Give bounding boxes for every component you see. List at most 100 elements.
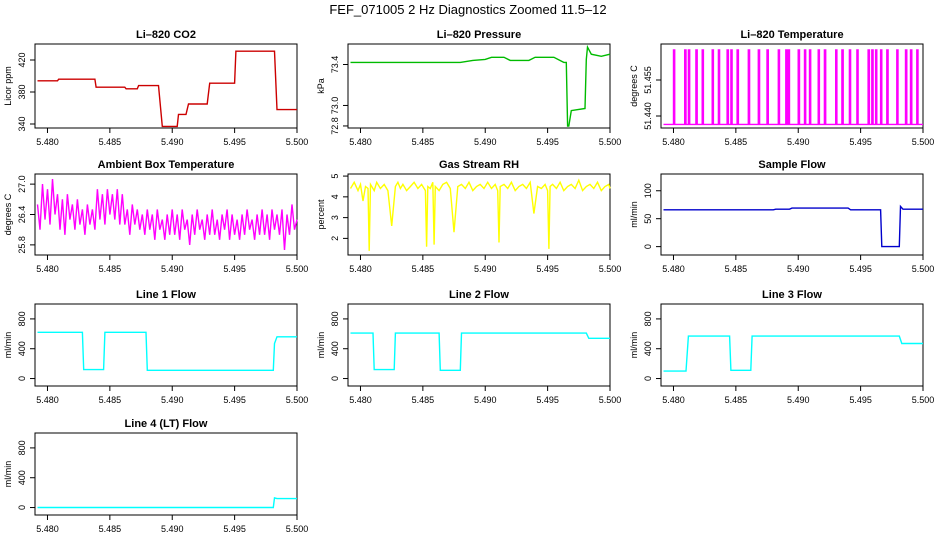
x-tick-label: 5.480 — [662, 137, 685, 147]
chart-panel-10: Line 4 (LT) Flow ml/min 5.480 5.485 5.490 5.4… — [3, 418, 308, 534]
x-tick-label: 5.490 — [161, 395, 184, 405]
x-tick-label: 5.485 — [99, 264, 122, 274]
x-tick-label: 5.480 — [36, 395, 59, 405]
x-tick-label: 5.495 — [849, 264, 872, 274]
chart-panel-2: Li–820 Pressure kPa 5.480 5.485 5.490 5.495 5.… — [316, 29, 621, 147]
chart-panel-6: Sample Flow ml/min 5.480 5.485 5.490 5.495 5.5… — [629, 159, 934, 274]
x-tick-label: 5.480 — [349, 137, 372, 147]
plot-frame — [660, 173, 924, 256]
y-tick-label: 400 — [17, 470, 27, 485]
chart-panel-8: Line 2 Flow ml/min 5.480 5.485 5.490 5.495 5.5… — [316, 289, 621, 405]
y-tick-label: 0 — [643, 244, 653, 249]
x-tick-label: 5.500 — [912, 264, 935, 274]
y-tick-label: 800 — [643, 311, 653, 326]
y-tick-label: 5 — [330, 174, 340, 179]
data-series-line — [663, 204, 923, 248]
y-tick-label: 26.4 — [17, 206, 27, 224]
plot-frame — [34, 432, 298, 516]
x-tick-label: 5.485 — [725, 264, 748, 274]
x-tick-label: 5.485 — [412, 395, 435, 405]
y-tick-label: 51.455 — [643, 66, 653, 94]
x-tick-label: 5.500 — [599, 137, 622, 147]
y-tick-label: 50 — [643, 214, 653, 224]
x-tick-label: 5.500 — [286, 137, 309, 147]
x-tick-label: 5.500 — [286, 524, 309, 534]
x-tick-label: 5.495 — [536, 137, 559, 147]
chart-title: Li–820 Temperature — [740, 29, 843, 41]
x-tick-label: 5.480 — [349, 395, 372, 405]
data-series-line — [350, 332, 610, 371]
x-tick-label: 5.500 — [599, 264, 622, 274]
chart-title: Line 1 Flow — [136, 289, 196, 301]
y-tick-label: 0 — [330, 376, 340, 381]
data-series-line — [350, 44, 611, 127]
data-series-line — [37, 497, 297, 509]
chart-panel-1: Li–820 CO2 Licor ppm 5.480 5.485 5.490 5.495 5… — [3, 29, 308, 147]
x-tick-label: 5.495 — [849, 395, 872, 405]
data-series-line — [663, 49, 923, 126]
x-tick-label: 5.500 — [599, 395, 622, 405]
figure-title: FEF_071005 2 Hz Diagnostics Zoomed 11.5–… — [329, 2, 606, 17]
x-tick-label: 5.480 — [36, 137, 59, 147]
x-tick-label: 5.495 — [223, 395, 246, 405]
x-tick-label: 5.485 — [725, 137, 748, 147]
x-tick-label: 5.490 — [161, 137, 184, 147]
y-tick-label: 3 — [330, 215, 340, 220]
y-axis-label: kPa — [316, 78, 326, 94]
x-tick-label: 5.495 — [223, 137, 246, 147]
y-tick-label: 400 — [330, 341, 340, 356]
y-tick-label: 51.440 — [643, 102, 653, 130]
x-tick-label: 5.480 — [36, 264, 59, 274]
plot-frame — [660, 43, 924, 129]
x-tick-label: 5.485 — [412, 264, 435, 274]
y-axis-label: percent — [316, 199, 326, 230]
plot-frame — [347, 173, 611, 256]
x-tick-label: 5.490 — [787, 395, 810, 405]
y-tick-label: 100 — [643, 183, 653, 198]
x-tick-label: 5.480 — [36, 524, 59, 534]
y-tick-label: 72.8 — [330, 117, 340, 135]
x-tick-label: 5.490 — [787, 264, 810, 274]
chart-title: Gas Stream RH — [439, 159, 519, 171]
x-tick-label: 5.500 — [286, 395, 309, 405]
y-tick-label: 340 — [17, 116, 27, 131]
data-series-line — [37, 50, 297, 128]
y-tick-label: 0 — [17, 376, 27, 381]
chart-title: Line 3 Flow — [762, 289, 822, 301]
y-axis-label: ml/min — [629, 332, 639, 359]
chart-title: Ambient Box Temperature — [98, 159, 235, 171]
chart-panel-5: Gas Stream RH percent 5.480 5.485 5.490 5.495… — [316, 159, 621, 274]
x-tick-label: 5.480 — [662, 395, 685, 405]
chart-title: Line 2 Flow — [449, 289, 509, 301]
data-series-line — [36, 179, 298, 250]
x-tick-label: 5.485 — [99, 137, 122, 147]
x-tick-label: 5.490 — [474, 395, 497, 405]
x-tick-label: 5.490 — [161, 264, 184, 274]
chart-panel-4: Ambient Box Temperature degrees C 5.480 5.4… — [3, 159, 308, 274]
y-tick-label: 400 — [643, 341, 653, 356]
y-tick-label: 420 — [17, 52, 27, 67]
y-tick-label: 27.0 — [17, 175, 27, 193]
y-tick-label: 380 — [17, 84, 27, 99]
plot-frame — [34, 303, 298, 387]
x-tick-label: 5.495 — [223, 524, 246, 534]
plot-frame — [660, 303, 924, 387]
x-tick-label: 5.490 — [474, 264, 497, 274]
x-tick-label: 5.480 — [349, 264, 372, 274]
chart-title: Sample Flow — [758, 159, 826, 171]
y-tick-label: 73.4 — [330, 56, 340, 74]
y-axis-label: degrees C — [629, 65, 639, 107]
y-tick-label: 800 — [17, 311, 27, 326]
y-axis-label: degrees C — [3, 193, 13, 235]
data-series-line — [663, 335, 923, 372]
y-tick-label: 400 — [17, 341, 27, 356]
x-tick-label: 5.490 — [161, 524, 184, 534]
y-tick-label: 2 — [330, 236, 340, 241]
y-tick-label: 73.0 — [330, 97, 340, 115]
x-tick-label: 5.495 — [536, 264, 559, 274]
x-tick-label: 5.500 — [286, 264, 309, 274]
y-tick-label: 0 — [17, 505, 27, 510]
plot-frame — [347, 43, 611, 129]
plot-frame — [347, 303, 611, 387]
